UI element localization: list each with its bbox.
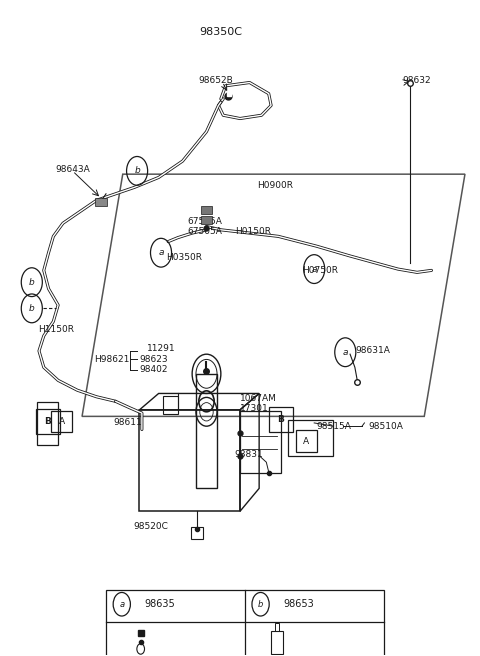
Text: a: a [158, 248, 164, 257]
Text: 98623: 98623 [140, 355, 168, 364]
Text: H0350R: H0350R [166, 253, 202, 262]
Bar [163, 396, 178, 415]
Text: 98643A: 98643A [56, 165, 91, 174]
Text: 98515A: 98515A [317, 422, 351, 431]
Text: 98350C: 98350C [199, 27, 242, 37]
Bar [96, 197, 108, 206]
Text: A: A [303, 437, 309, 445]
Text: 98510A: 98510A [368, 422, 403, 431]
Text: a: a [312, 264, 317, 274]
Bar [201, 206, 212, 214]
Text: A: A [59, 417, 65, 426]
Text: a: a [343, 348, 348, 357]
Text: 17301: 17301 [240, 404, 269, 413]
Bar [36, 402, 58, 445]
Text: b: b [29, 277, 35, 287]
Text: H0150R: H0150R [235, 226, 271, 236]
Bar [191, 527, 203, 539]
Text: B: B [44, 417, 51, 426]
Text: B: B [277, 415, 284, 424]
Bar [196, 374, 217, 488]
Text: 98831: 98831 [234, 451, 263, 459]
Bar [275, 623, 279, 630]
Text: 67505A: 67505A [187, 216, 222, 226]
Text: 67505A: 67505A [187, 226, 222, 236]
Text: 11291: 11291 [147, 344, 175, 354]
Bar [106, 590, 384, 656]
Text: 98632: 98632 [403, 76, 432, 85]
Text: H0900R: H0900R [257, 181, 293, 190]
Text: 98631A: 98631A [356, 346, 391, 356]
Text: H1150R: H1150R [38, 325, 74, 335]
Text: 98653: 98653 [283, 599, 314, 609]
Text: a: a [119, 600, 124, 609]
Text: 98611: 98611 [113, 418, 142, 427]
Text: 98402: 98402 [140, 365, 168, 375]
Text: 98652B: 98652B [199, 76, 233, 85]
Text: 98635: 98635 [144, 599, 175, 609]
Text: 1067AM: 1067AM [240, 394, 277, 403]
Text: b: b [134, 167, 140, 175]
Bar [240, 411, 281, 474]
Bar [201, 216, 212, 224]
Bar [140, 410, 240, 511]
Text: H98621: H98621 [94, 355, 130, 364]
Text: 98520C: 98520C [134, 522, 168, 531]
Bar [288, 420, 333, 456]
Bar [271, 631, 283, 654]
Text: H0750R: H0750R [302, 266, 338, 275]
Text: b: b [258, 600, 263, 609]
Text: b: b [29, 304, 35, 313]
